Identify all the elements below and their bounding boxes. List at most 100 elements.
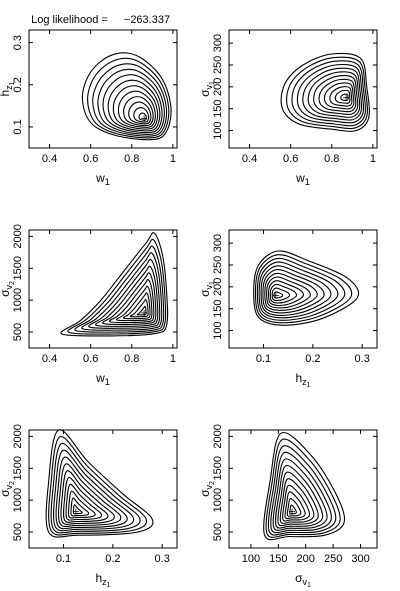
- x-tick-label: 250: [324, 553, 342, 565]
- plot-frame: [228, 229, 378, 349]
- contour-level-7: [262, 269, 325, 314]
- x-tick-label: 0.1: [256, 353, 271, 365]
- y-tick-label: 2000: [212, 424, 224, 448]
- plot-frame: [28, 29, 178, 149]
- maximum-marker: [289, 508, 296, 515]
- contour-level-10: [50, 443, 141, 534]
- y-tick-label: 2000: [12, 424, 24, 448]
- contour-level-11: [67, 238, 167, 335]
- contour-level-9: [270, 451, 332, 534]
- y-tick-label: 1500: [12, 456, 24, 480]
- contour-lines: [263, 431, 346, 541]
- log-likelihood-label: Log likelihood =: [31, 14, 108, 26]
- contour-level-6: [112, 85, 159, 130]
- contour-level-11: [87, 57, 170, 139]
- y-axis-label-sub: v: [204, 85, 214, 90]
- contour-panel-3: 0.40.60.81500100015002000w1σv2: [0, 224, 178, 387]
- contour-level-2: [133, 107, 150, 123]
- contour-level-6: [60, 470, 115, 525]
- y-tick-label: 2000: [12, 224, 24, 248]
- y-tick-label: 200: [212, 278, 224, 296]
- x-axis-label-sub: z: [102, 577, 107, 587]
- x-tick-label: 0.8: [124, 153, 139, 165]
- y-tick-label: 500: [12, 523, 24, 541]
- y-axis-label-subsub: 1: [9, 81, 16, 85]
- contour-level-7: [57, 463, 122, 527]
- y-axis-label-sub: v: [4, 285, 14, 290]
- y-tick-label: 0.1: [12, 119, 24, 134]
- contour-lines: [280, 52, 370, 132]
- contour-level-12: [60, 232, 169, 337]
- x-axis-label: w1: [295, 171, 310, 187]
- contour-level-7: [107, 79, 161, 132]
- contour-level-9: [81, 252, 163, 331]
- contour-level-12: [253, 250, 360, 326]
- x-tick-label: 1: [170, 353, 176, 365]
- contour-level-12: [81, 52, 172, 141]
- x-axis-label-main: h: [295, 371, 302, 385]
- x-tick-label: 1: [170, 153, 176, 165]
- contour-level-11: [254, 254, 353, 324]
- x-axis-label: w1: [95, 371, 110, 387]
- y-tick-label: 0.2: [12, 77, 24, 92]
- y-axis-label-sub: v: [204, 485, 214, 490]
- x-tick-label: 100: [242, 553, 260, 565]
- x-axis-label-sub: 1: [305, 177, 310, 187]
- x-axis-label-main: h: [95, 571, 102, 585]
- x-axis-label: hz1: [295, 371, 310, 389]
- contour-level-11: [286, 56, 369, 130]
- x-axis-label: σv1: [295, 571, 311, 589]
- x-tick-label: 200: [297, 553, 315, 565]
- contour-level-10: [256, 257, 346, 321]
- x-axis-label: w1: [95, 171, 110, 187]
- contour-level-12: [45, 429, 154, 538]
- x-axis-label-subsub: 1: [307, 582, 311, 589]
- contour-panel-1: 0.40.60.810.10.20.3w1hz1: [0, 29, 178, 187]
- contour-level-9: [97, 68, 165, 135]
- x-axis-label-main: σ: [295, 571, 303, 585]
- contour-level-5: [318, 78, 357, 113]
- y-tick-label: 100: [212, 321, 224, 339]
- plot-frame: [28, 229, 178, 349]
- y-axis-label-main: σ: [0, 289, 12, 297]
- contour-level-6: [313, 75, 359, 116]
- contour-level-9: [296, 63, 365, 124]
- contour-level-2: [70, 497, 90, 517]
- contour-level-8: [272, 458, 328, 531]
- x-tick-label: 0.4: [42, 353, 57, 365]
- contour-lines: [253, 250, 360, 326]
- contour-level-3: [128, 101, 152, 125]
- plot-frame: [228, 29, 378, 149]
- x-tick-label: 0.1: [56, 553, 71, 565]
- y-tick-label: 500: [12, 323, 24, 341]
- y-tick-label: 500: [212, 523, 224, 541]
- x-tick-label: 0.4: [242, 153, 257, 165]
- y-axis-label-sub: v: [4, 485, 14, 490]
- contour-level-7: [307, 71, 361, 118]
- x-tick-label: 0.8: [324, 153, 339, 165]
- y-tick-label: 300: [212, 34, 224, 52]
- contour-level-9: [53, 449, 135, 532]
- contour-level-10: [92, 63, 168, 137]
- y-axis-label-main: h: [0, 90, 12, 97]
- x-tick-label: 0.8: [124, 353, 139, 365]
- maximum-marker: [343, 94, 350, 101]
- y-axis-label-subsub: 1: [209, 81, 216, 85]
- x-tick-label: 0.4: [42, 153, 57, 165]
- y-axis-label-main: σ: [198, 489, 212, 497]
- y-axis-label: σv1: [198, 81, 216, 97]
- x-tick-label: 300: [351, 553, 369, 565]
- contour-level-4: [282, 484, 311, 522]
- contour-level-10: [267, 445, 337, 536]
- contour-level-5: [62, 477, 109, 523]
- y-axis-label-main: σ: [198, 289, 212, 297]
- y-tick-label: 1000: [12, 288, 24, 312]
- x-tick-label: 0.6: [83, 153, 98, 165]
- contour-level-3: [269, 283, 298, 304]
- y-axis-label: σv2: [0, 481, 16, 497]
- contour-level-4: [267, 280, 305, 307]
- contour-level-3: [67, 490, 96, 519]
